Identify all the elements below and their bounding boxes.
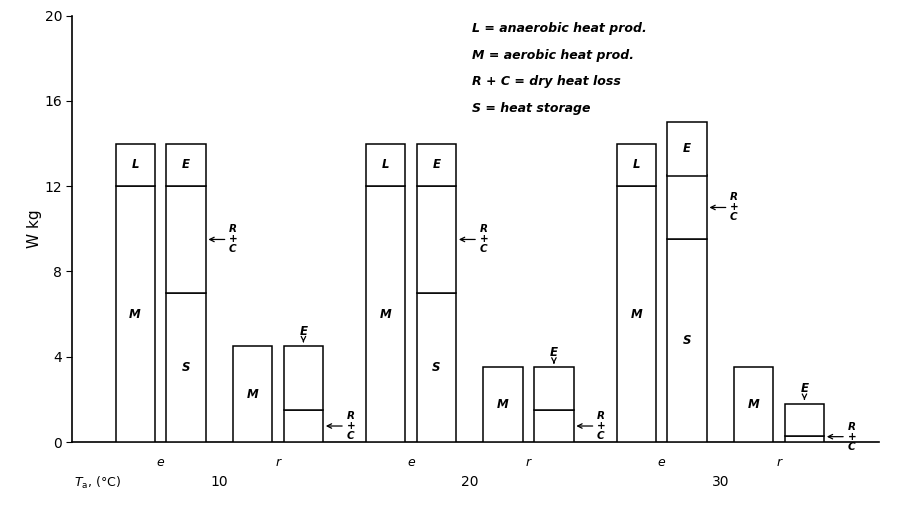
Text: L: L bbox=[131, 158, 139, 171]
Text: E: E bbox=[800, 382, 808, 395]
Text: e: e bbox=[407, 456, 415, 469]
Text: R
+
C: R + C bbox=[479, 225, 488, 254]
Text: R + C = dry heat loss: R + C = dry heat loss bbox=[472, 75, 621, 88]
Bar bbox=[535, 367, 573, 410]
Text: E: E bbox=[299, 324, 307, 337]
Text: M: M bbox=[380, 307, 391, 320]
Bar bbox=[167, 186, 206, 293]
Bar bbox=[366, 144, 405, 186]
Text: E: E bbox=[432, 158, 440, 171]
Text: M = aerobic heat prod.: M = aerobic heat prod. bbox=[472, 49, 633, 62]
Text: E: E bbox=[182, 158, 190, 171]
Bar bbox=[535, 410, 573, 442]
Text: M: M bbox=[631, 307, 642, 320]
Text: S = heat storage: S = heat storage bbox=[472, 102, 590, 115]
Text: 30: 30 bbox=[711, 475, 729, 489]
Text: S: S bbox=[182, 361, 190, 374]
Y-axis label: W kg: W kg bbox=[26, 210, 42, 248]
Bar bbox=[116, 186, 155, 442]
Bar bbox=[668, 122, 707, 175]
Text: R
+
C: R + C bbox=[597, 411, 606, 441]
Bar bbox=[668, 175, 707, 239]
Text: r: r bbox=[776, 456, 782, 469]
Text: L: L bbox=[381, 158, 390, 171]
Bar bbox=[366, 186, 405, 442]
Text: R
+
C: R + C bbox=[730, 192, 738, 223]
Text: R
+
C: R + C bbox=[346, 411, 355, 441]
Text: R
+
C: R + C bbox=[229, 225, 237, 254]
Bar bbox=[233, 346, 272, 442]
Text: S: S bbox=[432, 361, 440, 374]
Bar bbox=[167, 144, 206, 186]
Bar bbox=[617, 186, 656, 442]
Text: 10: 10 bbox=[210, 475, 228, 489]
Bar bbox=[785, 404, 824, 436]
Text: M: M bbox=[246, 387, 258, 400]
Bar bbox=[284, 410, 323, 442]
Bar bbox=[167, 293, 206, 442]
Bar bbox=[417, 293, 456, 442]
Text: M: M bbox=[497, 398, 509, 411]
Text: $T_{\rm a}$, (°C): $T_{\rm a}$, (°C) bbox=[74, 475, 121, 491]
Text: r: r bbox=[275, 456, 281, 469]
Text: M: M bbox=[130, 307, 141, 320]
Bar bbox=[284, 346, 323, 410]
Text: E: E bbox=[550, 346, 558, 359]
Text: L = anaerobic heat prod.: L = anaerobic heat prod. bbox=[472, 22, 647, 35]
Text: r: r bbox=[525, 456, 531, 469]
Text: L: L bbox=[632, 158, 640, 171]
Bar bbox=[617, 144, 656, 186]
Bar bbox=[734, 367, 773, 442]
Text: 20: 20 bbox=[461, 475, 478, 489]
Text: e: e bbox=[157, 456, 164, 469]
Bar bbox=[785, 436, 824, 442]
Bar bbox=[484, 367, 523, 442]
Text: E: E bbox=[683, 142, 691, 155]
Bar bbox=[417, 186, 456, 293]
Bar bbox=[417, 144, 456, 186]
Bar bbox=[668, 239, 707, 442]
Text: e: e bbox=[658, 456, 665, 469]
Text: M: M bbox=[747, 398, 759, 411]
Bar bbox=[116, 144, 155, 186]
Text: R
+
C: R + C bbox=[847, 422, 856, 452]
Text: S: S bbox=[683, 334, 691, 347]
